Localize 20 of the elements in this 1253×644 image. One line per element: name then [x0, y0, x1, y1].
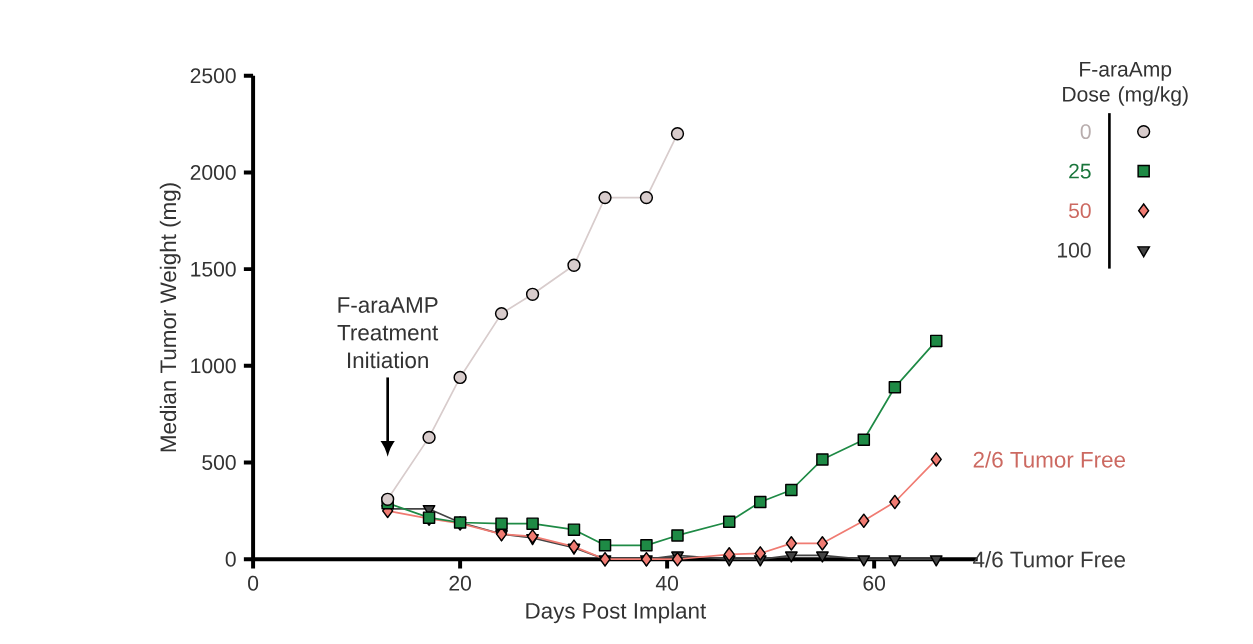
x-tick-label: 20 [449, 575, 471, 591]
legend-label: 25 [1069, 163, 1091, 179]
legend-label: 100 [1058, 242, 1091, 258]
y-tick-label: 500 [202, 454, 236, 470]
legend-title: F-araAmp Dose (mg/kg) [1063, 61, 1188, 106]
y-axis-title: Median Tumor Weight (mg) [159, 183, 181, 452]
annotation: 2/6 Tumor Free [973, 451, 1126, 468]
y-tick-label: 2500 [190, 68, 236, 84]
y-tick-label: 0 [225, 551, 236, 567]
x-axis-title: Days Post Implant [526, 602, 707, 624]
legend-label: 0 [1080, 124, 1091, 139]
x-tick-label: 0 [248, 575, 259, 591]
y-tick-label: 1000 [191, 358, 236, 374]
annotation: 4/6 Tumor Free [973, 550, 1126, 568]
legend-label: 50 [1068, 203, 1091, 219]
x-tick-label: 60 [863, 575, 886, 591]
y-tick-label: 2000 [190, 164, 236, 180]
x-tick-label: 40 [655, 575, 679, 591]
y-tick-label: 1500 [191, 261, 236, 277]
ref-line-label: F-araAMP Treatment Initiation [337, 297, 439, 369]
